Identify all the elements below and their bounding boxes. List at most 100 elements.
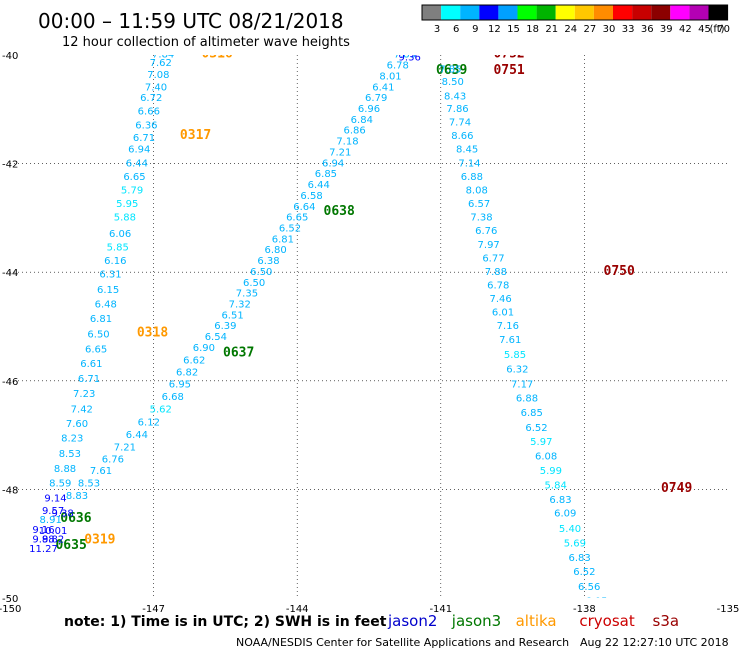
footer-credit: NOAA/NESDIS Center for Satellite Applica… xyxy=(236,636,569,649)
wave-height-point: 5.40 xyxy=(559,524,581,535)
wave-height-point: 7.14 xyxy=(458,158,480,169)
colorbar-label: 18 xyxy=(526,24,539,35)
wave-height-point: 6.90 xyxy=(193,343,215,354)
colorbar-label: 36 xyxy=(641,24,654,35)
wave-height-point: 6.85 xyxy=(315,169,337,180)
wave-height-point: 7.83 xyxy=(394,50,416,61)
wave-height-point: 7.62 xyxy=(150,58,172,69)
wave-height-point: 6.94 xyxy=(322,158,344,169)
wave-height-point: 6.16 xyxy=(104,256,126,267)
wave-height-point: 5.85 xyxy=(107,242,129,253)
wave-height-point: 6.77 xyxy=(482,253,504,264)
x-tick-label: -141 xyxy=(429,604,452,615)
y-tick-label: -42 xyxy=(2,160,18,171)
wave-height-point: 6.52 xyxy=(573,567,595,578)
wave-height-point: 8.01 xyxy=(379,71,401,82)
wave-height-point: 6.83 xyxy=(568,553,590,564)
header: 00:00 – 11:59 UTC 08/21/2018 12 hour col… xyxy=(38,9,350,50)
colorbar-swatch xyxy=(460,5,480,20)
wave-height-point: 8.53 xyxy=(59,449,81,460)
legend-entry-cryosat: cryosat xyxy=(579,612,634,630)
colorbar-swatch xyxy=(574,5,594,20)
colorbar-label: 70 xyxy=(717,24,730,35)
wave-height-point: 9.88 xyxy=(32,535,54,546)
wave-height-point: 6.65 xyxy=(286,213,308,224)
pass-time-label: 0639 xyxy=(436,63,467,78)
wave-height-point: 6.86 xyxy=(344,126,366,137)
wave-height-point: 6.56 xyxy=(578,582,600,593)
wave-height-point: 5.69 xyxy=(564,538,586,549)
colorbar-swatch xyxy=(422,5,442,20)
wave-height-point: 5.97 xyxy=(530,437,552,448)
wave-height-point: 5.85 xyxy=(504,350,526,361)
wave-height-point: 7.85 xyxy=(439,64,461,75)
colorbar-label: 27 xyxy=(584,24,597,35)
legend-entry-s3a: s3a xyxy=(653,612,680,630)
wave-height-point: 11.27 xyxy=(29,544,58,555)
wave-height-point: 8.08 xyxy=(466,185,488,196)
wave-height-point: 8.43 xyxy=(444,92,466,103)
footer-timestamp: Aug 22 12:27:10 UTC 2018 xyxy=(580,636,729,649)
wave-height-point: 8.53 xyxy=(78,479,100,490)
wave-height-point: 8.66 xyxy=(451,131,473,142)
pass-time-label: 0319 xyxy=(84,533,115,548)
wave-height-point: 6.36 xyxy=(135,120,157,131)
wave-height-point: 6.50 xyxy=(250,267,272,278)
wave-height-point: 6.44 xyxy=(308,180,330,191)
wave-height-point: 7.61 xyxy=(499,335,521,346)
wave-height-point: 7.88 xyxy=(485,267,507,278)
wave-height-point: 6.82 xyxy=(176,367,198,378)
wave-height-point: 6.38 xyxy=(257,256,279,267)
wave-height-point: 8.83 xyxy=(66,491,88,502)
wave-height-point: 7.42 xyxy=(71,404,93,415)
wave-height-point: 6.88 xyxy=(461,172,483,183)
wave-height-point: 7.18 xyxy=(336,137,358,148)
wave-height-point: 7.74 xyxy=(449,118,471,129)
colorbar-label: 30 xyxy=(603,24,616,35)
plot-area xyxy=(10,55,728,598)
pass-time-label: 0635 xyxy=(55,538,86,553)
colorbar: 3 6 9 12 15 18 21 24 27 30 33 36 39 42 45 70(ft) xyxy=(421,4,730,35)
wave-height-point: 7.40 xyxy=(145,82,167,93)
pass-time-label: 0318 xyxy=(137,325,168,340)
colorbar-swatch xyxy=(651,5,671,20)
wave-height-point: 6.58 xyxy=(300,191,322,202)
axes: -150 -147 -144 -141 -138 -135 -40 -42 -44 -46 -48 -… xyxy=(0,51,739,615)
wave-height-point: 5.88 xyxy=(114,213,136,224)
pass-time-label: 0751 xyxy=(493,63,524,78)
y-tick-label: -50 xyxy=(2,594,18,605)
pass-time-label: 0750 xyxy=(604,264,635,279)
wave-height-point: 9.82 xyxy=(42,535,64,546)
colorbar-label: 39 xyxy=(660,24,673,35)
wave-height-point: 6.78 xyxy=(387,61,409,72)
wave-height-point: 6.65 xyxy=(85,345,107,356)
wave-height-point: 7.97 xyxy=(478,240,500,251)
wave-height-point: 6.52 xyxy=(279,223,301,234)
wave-height-point: 6.81 xyxy=(90,314,112,325)
wave-height-point: 9.14 xyxy=(44,493,66,504)
colorbar-label: 6 xyxy=(453,24,459,35)
wave-height-point: 8.59 xyxy=(49,479,71,490)
wave-height-point: 6.50 xyxy=(87,329,109,340)
wave-height-point: 5.84 xyxy=(545,480,567,491)
chart-subtitle: 12 hour collection of altimeter wave hei… xyxy=(62,35,350,50)
colorbar-label: 3 xyxy=(434,24,440,35)
colorbar-swatch xyxy=(517,5,537,20)
colorbar-label: 21 xyxy=(545,24,558,35)
wave-height-point: 6.88 xyxy=(516,393,538,404)
colorbar-label: 12 xyxy=(488,24,501,35)
wave-height-point: 6.61 xyxy=(80,359,102,370)
wave-height-point: 6.15 xyxy=(97,285,119,296)
wave-height-point: 7.87 xyxy=(408,28,430,39)
wave-height-point: 6.65 xyxy=(123,172,145,183)
wave-height-point: 7.35 xyxy=(236,289,258,300)
wave-height-point: 7.86 xyxy=(446,104,468,115)
wave-height-point: 6.44 xyxy=(126,430,148,441)
wave-height-point: 8.88 xyxy=(54,464,76,475)
colorbar-label: 42 xyxy=(679,24,692,35)
wave-height-point: 9.16 xyxy=(32,525,54,536)
colorbar-label: 9 xyxy=(472,24,478,35)
colorbar-swatch xyxy=(441,5,461,20)
pass-time-label: 0749 xyxy=(661,481,692,496)
